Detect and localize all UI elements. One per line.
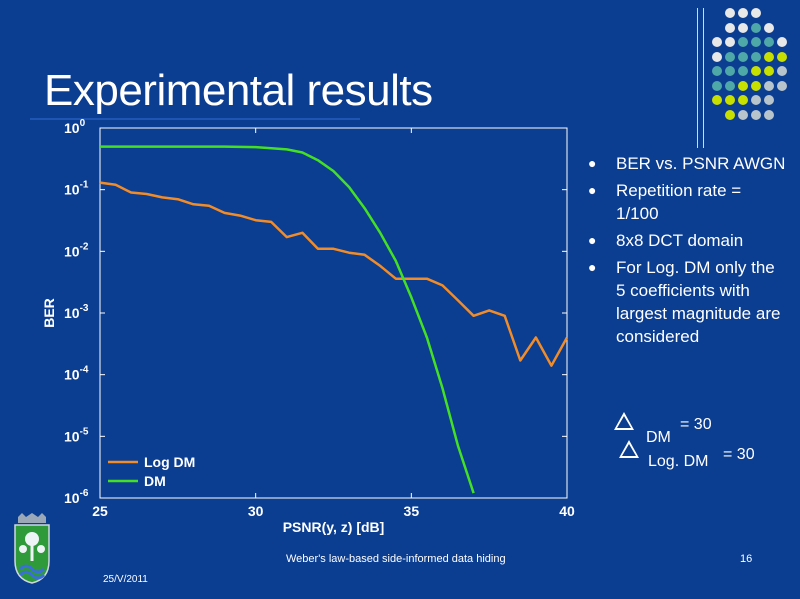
bullet-item: ● Repetition rate = 1/100	[588, 179, 788, 225]
decorative-dot	[751, 8, 761, 18]
x-axis-label: PSNR(y, z) [dB]	[283, 519, 385, 535]
decorative-dot	[751, 80, 761, 91]
bullet-dot-icon: ●	[588, 259, 597, 275]
delta-logdm-value: = 30	[723, 446, 755, 463]
decorative-dot	[725, 109, 735, 120]
bullet-text: For Log. DM only the 5 coefficients with…	[616, 258, 781, 346]
decorative-dot	[764, 51, 774, 62]
decorative-dot	[738, 8, 748, 18]
decorative-line	[697, 8, 698, 148]
decorative-dot	[777, 80, 787, 91]
decorative-dot-grid	[712, 8, 796, 128]
y-tick-label: 100	[64, 118, 86, 136]
bullet-dot-icon: ●	[588, 232, 597, 248]
decorative-dot	[738, 80, 748, 91]
decorative-dot	[751, 51, 761, 62]
decorative-dot	[751, 22, 761, 33]
y-axis-label: BER	[41, 298, 57, 328]
footer-title: Weber's law-based side-informed data hid…	[286, 553, 506, 565]
delta-dm-label: DM	[646, 429, 671, 446]
decorative-dot	[764, 22, 774, 33]
legend-label: DM	[144, 473, 166, 489]
bullet-item: ● BER vs. PSNR AWGN	[588, 152, 788, 175]
x-tick-label: 25	[92, 503, 108, 519]
legend-label: Log DM	[144, 454, 195, 470]
x-tick-label: 40	[559, 503, 575, 519]
decorative-dot	[725, 51, 735, 62]
decorative-dot	[725, 80, 735, 91]
bullet-dot-icon: ●	[588, 182, 597, 198]
decorative-dot	[764, 80, 774, 91]
decorative-dot	[725, 22, 735, 33]
decorative-dot	[712, 95, 722, 105]
decorative-line	[703, 8, 704, 148]
footer-date: 25/V/2011	[103, 574, 148, 585]
decorative-dot	[712, 80, 722, 91]
decorative-dot	[712, 51, 722, 62]
delta-logdm-label: Log. DM	[648, 453, 709, 470]
page-number: 16	[740, 553, 753, 565]
decorative-dot	[764, 109, 774, 120]
y-tick-label: 10-2	[64, 241, 89, 259]
decorative-dot	[751, 95, 761, 105]
decorative-dot	[738, 95, 748, 105]
decorative-dot	[738, 22, 748, 33]
x-tick-label: 30	[248, 503, 264, 519]
decorative-dot	[764, 37, 774, 47]
bullet-list: ● BER vs. PSNR AWGN ● Repetition rate = …	[588, 152, 788, 352]
slide-title: Experimental results	[44, 66, 433, 115]
decorative-dot	[764, 66, 774, 76]
y-tick-label: 10-5	[64, 426, 89, 444]
decorative-dot	[751, 66, 761, 76]
bullet-item: ● 8x8 DCT domain	[588, 229, 788, 252]
bullet-text: BER vs. PSNR AWGN	[616, 154, 786, 173]
title-divider	[30, 118, 360, 120]
decorative-dot	[738, 66, 748, 76]
decorative-dot	[738, 109, 748, 120]
y-tick-label: 10-3	[64, 303, 89, 321]
y-tick-label: 10-1	[64, 180, 89, 198]
y-tick-label: 10-6	[64, 488, 89, 506]
decorative-dot	[725, 37, 735, 47]
x-tick-label: 35	[404, 503, 420, 519]
decorative-dot	[751, 37, 761, 47]
decorative-dot	[712, 66, 722, 76]
y-tick-label: 10-4	[64, 365, 89, 383]
decorative-dot	[712, 37, 722, 47]
decorative-dot	[738, 51, 748, 62]
bullet-text: 8x8 DCT domain	[616, 231, 744, 250]
delta-triangle-icon	[619, 440, 639, 458]
series-line-log-dm	[99, 181, 569, 367]
decorative-dot	[738, 37, 748, 47]
decorative-dot	[764, 95, 774, 105]
delta-triangle-icon	[614, 412, 634, 430]
decorative-dot	[777, 66, 787, 76]
decorative-dot	[725, 66, 735, 76]
decorative-dot	[777, 51, 787, 62]
decorative-dot	[777, 37, 787, 47]
bullet-dot-icon: ●	[588, 155, 597, 171]
bullet-text: Repetition rate = 1/100	[616, 181, 742, 223]
decorative-dot	[751, 109, 761, 120]
municipal-coat-of-arms-icon	[14, 513, 50, 584]
bullet-item: ● For Log. DM only the 5 coefficients wi…	[588, 256, 788, 348]
decorative-dot	[725, 95, 735, 105]
decorative-dot	[725, 8, 735, 18]
delta-dm-value: = 30	[680, 416, 712, 433]
series-line-dm	[100, 145, 475, 494]
